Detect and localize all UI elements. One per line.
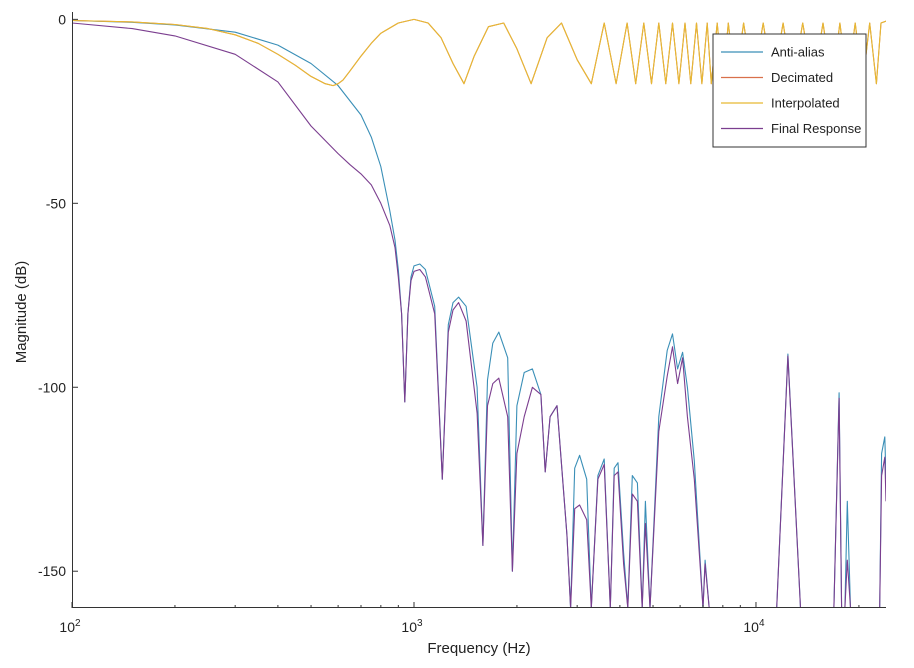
y-tick-label: 0 <box>58 11 66 27</box>
y-tick-label: -100 <box>38 379 66 395</box>
legend-label-final-response: Final Response <box>771 121 861 136</box>
y-tick-label: -150 <box>38 563 66 579</box>
legend: Anti-alias Decimated Interpolated Final Res… <box>712 33 867 148</box>
x-tick-base: 10 <box>743 619 759 635</box>
x-tick-exponent: 3 <box>417 618 423 629</box>
legend-label-anti-alias: Anti-alias <box>771 45 825 60</box>
x-tick-base: 10 <box>401 619 417 635</box>
x-tick-base: 10 <box>59 619 75 635</box>
x-ticks: 102 103 104 <box>59 602 860 635</box>
series-group <box>72 18 886 608</box>
x-tick-label: 104 <box>743 618 765 635</box>
y-tick-label: -50 <box>46 195 66 211</box>
series-line-final-response <box>72 22 886 608</box>
y-ticks: 0 -50 -100 -150 <box>38 11 78 579</box>
y-axis-label: Magnitude (dB) <box>13 261 30 364</box>
legend-label-interpolated: Interpolated <box>771 96 840 111</box>
x-tick-label: 102 <box>59 618 81 635</box>
x-tick-exponent: 2 <box>75 618 81 629</box>
x-tick-label: 103 <box>401 618 423 635</box>
axes <box>72 12 886 608</box>
x-axis-label: Frequency (Hz) <box>427 640 530 657</box>
legend-label-decimated: Decimated <box>771 70 833 85</box>
x-tick-exponent: 4 <box>759 618 765 629</box>
